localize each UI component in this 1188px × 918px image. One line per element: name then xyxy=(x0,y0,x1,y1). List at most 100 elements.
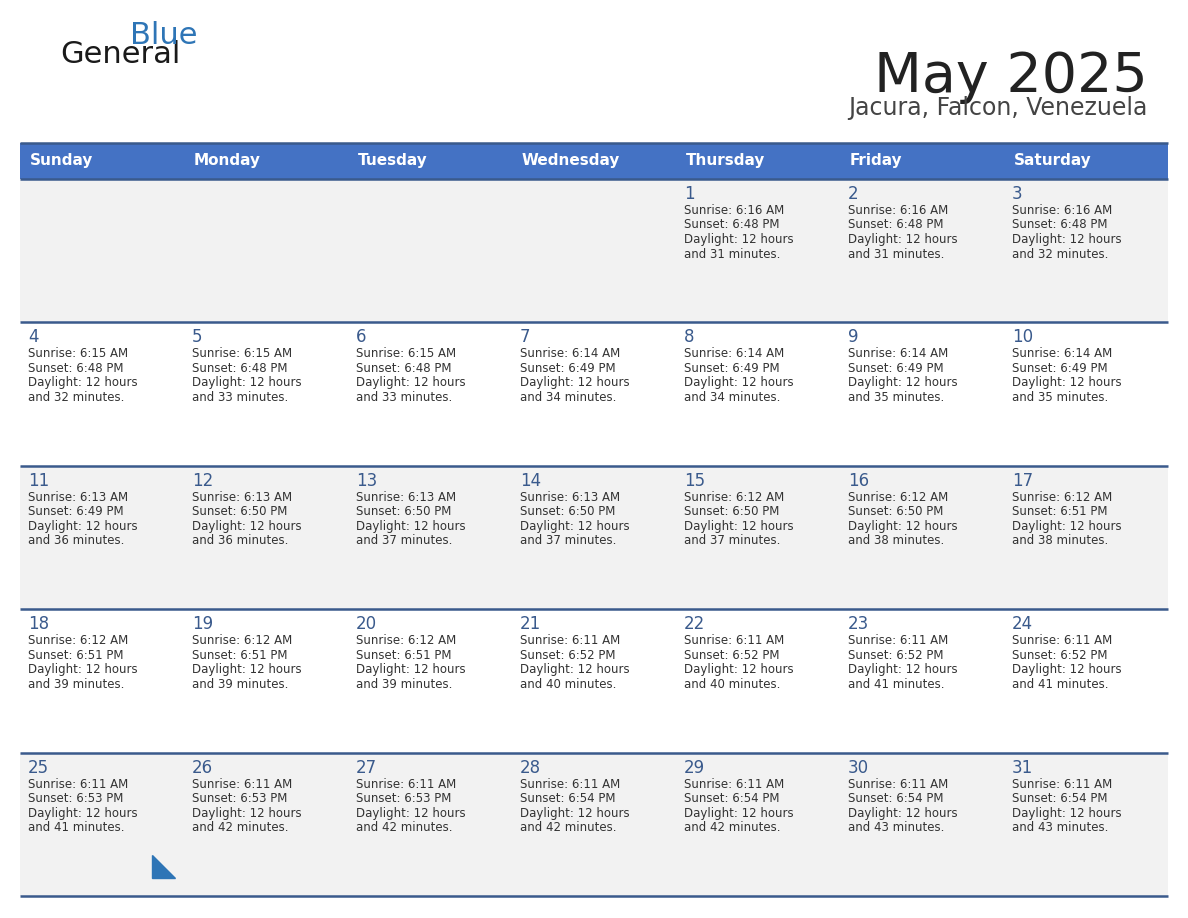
Text: and 42 minutes.: and 42 minutes. xyxy=(356,821,453,834)
Bar xyxy=(20,322,184,465)
Bar xyxy=(676,465,840,610)
Text: Sunrise: 6:11 AM: Sunrise: 6:11 AM xyxy=(684,634,784,647)
Text: 18: 18 xyxy=(29,615,49,633)
Bar xyxy=(348,610,512,753)
Text: Sunrise: 6:14 AM: Sunrise: 6:14 AM xyxy=(684,347,784,361)
Text: and 39 minutes.: and 39 minutes. xyxy=(192,677,289,690)
Text: Daylight: 12 hours: Daylight: 12 hours xyxy=(1012,376,1121,389)
Text: Sunrise: 6:13 AM: Sunrise: 6:13 AM xyxy=(520,491,620,504)
Text: 24: 24 xyxy=(1012,615,1034,633)
Text: Sunset: 6:48 PM: Sunset: 6:48 PM xyxy=(848,218,943,231)
Text: and 41 minutes.: and 41 minutes. xyxy=(1012,677,1108,690)
Text: and 40 minutes.: and 40 minutes. xyxy=(684,677,781,690)
Text: Sunset: 6:48 PM: Sunset: 6:48 PM xyxy=(192,362,287,375)
Text: Daylight: 12 hours: Daylight: 12 hours xyxy=(29,376,138,389)
Bar xyxy=(20,143,184,179)
Text: Sunset: 6:51 PM: Sunset: 6:51 PM xyxy=(356,649,451,662)
Text: Daylight: 12 hours: Daylight: 12 hours xyxy=(29,807,138,820)
Text: Wednesday: Wednesday xyxy=(522,153,620,169)
Text: and 36 minutes.: and 36 minutes. xyxy=(192,534,289,547)
Text: Sunset: 6:51 PM: Sunset: 6:51 PM xyxy=(192,649,287,662)
Text: Daylight: 12 hours: Daylight: 12 hours xyxy=(520,376,630,389)
Text: Daylight: 12 hours: Daylight: 12 hours xyxy=(684,233,794,246)
Text: Daylight: 12 hours: Daylight: 12 hours xyxy=(848,376,958,389)
Text: 12: 12 xyxy=(192,472,214,490)
Text: Sunrise: 6:11 AM: Sunrise: 6:11 AM xyxy=(1012,634,1112,647)
Text: Daylight: 12 hours: Daylight: 12 hours xyxy=(356,807,466,820)
Text: Sunset: 6:49 PM: Sunset: 6:49 PM xyxy=(29,505,124,519)
Text: 23: 23 xyxy=(848,615,870,633)
Text: Daylight: 12 hours: Daylight: 12 hours xyxy=(356,520,466,532)
Bar xyxy=(184,465,348,610)
Bar xyxy=(1004,465,1168,610)
Text: Daylight: 12 hours: Daylight: 12 hours xyxy=(356,663,466,677)
Text: and 36 minutes.: and 36 minutes. xyxy=(29,534,125,547)
Text: Sunrise: 6:11 AM: Sunrise: 6:11 AM xyxy=(1012,778,1112,790)
Bar xyxy=(676,143,840,179)
Text: Daylight: 12 hours: Daylight: 12 hours xyxy=(848,807,958,820)
Text: and 33 minutes.: and 33 minutes. xyxy=(192,391,289,404)
Text: Daylight: 12 hours: Daylight: 12 hours xyxy=(520,663,630,677)
Text: 21: 21 xyxy=(520,615,542,633)
Text: Sunset: 6:48 PM: Sunset: 6:48 PM xyxy=(356,362,451,375)
Text: Sunrise: 6:14 AM: Sunrise: 6:14 AM xyxy=(848,347,948,361)
Text: and 34 minutes.: and 34 minutes. xyxy=(520,391,617,404)
Text: Daylight: 12 hours: Daylight: 12 hours xyxy=(192,807,302,820)
Bar xyxy=(676,322,840,465)
Bar xyxy=(512,322,676,465)
Text: Daylight: 12 hours: Daylight: 12 hours xyxy=(1012,807,1121,820)
Text: Daylight: 12 hours: Daylight: 12 hours xyxy=(1012,233,1121,246)
Text: Sunset: 6:49 PM: Sunset: 6:49 PM xyxy=(684,362,779,375)
Text: 27: 27 xyxy=(356,758,377,777)
Text: and 31 minutes.: and 31 minutes. xyxy=(684,248,781,261)
Text: Sunset: 6:53 PM: Sunset: 6:53 PM xyxy=(29,792,124,805)
Text: 3: 3 xyxy=(1012,185,1023,203)
Text: Sunrise: 6:12 AM: Sunrise: 6:12 AM xyxy=(29,634,128,647)
Text: Sunrise: 6:16 AM: Sunrise: 6:16 AM xyxy=(848,204,948,217)
Text: Sunrise: 6:12 AM: Sunrise: 6:12 AM xyxy=(356,634,456,647)
Text: Sunrise: 6:11 AM: Sunrise: 6:11 AM xyxy=(520,634,620,647)
Text: Sunrise: 6:13 AM: Sunrise: 6:13 AM xyxy=(356,491,456,504)
Text: Daylight: 12 hours: Daylight: 12 hours xyxy=(29,663,138,677)
Text: and 39 minutes.: and 39 minutes. xyxy=(29,677,125,690)
Text: Sunrise: 6:13 AM: Sunrise: 6:13 AM xyxy=(29,491,128,504)
Text: Sunrise: 6:11 AM: Sunrise: 6:11 AM xyxy=(684,778,784,790)
Text: and 43 minutes.: and 43 minutes. xyxy=(1012,821,1108,834)
Text: and 42 minutes.: and 42 minutes. xyxy=(192,821,289,834)
Bar xyxy=(348,143,512,179)
Text: Sunset: 6:52 PM: Sunset: 6:52 PM xyxy=(520,649,615,662)
Text: and 33 minutes.: and 33 minutes. xyxy=(356,391,453,404)
Bar xyxy=(676,753,840,896)
Text: Sunset: 6:54 PM: Sunset: 6:54 PM xyxy=(848,792,943,805)
Text: and 43 minutes.: and 43 minutes. xyxy=(848,821,944,834)
Text: 13: 13 xyxy=(356,472,378,490)
Text: 11: 11 xyxy=(29,472,49,490)
Text: and 37 minutes.: and 37 minutes. xyxy=(684,534,781,547)
Text: and 42 minutes.: and 42 minutes. xyxy=(684,821,781,834)
Text: Daylight: 12 hours: Daylight: 12 hours xyxy=(684,376,794,389)
Text: and 37 minutes.: and 37 minutes. xyxy=(520,534,617,547)
Text: 1: 1 xyxy=(684,185,695,203)
Text: Sunrise: 6:12 AM: Sunrise: 6:12 AM xyxy=(192,634,292,647)
Text: Sunrise: 6:14 AM: Sunrise: 6:14 AM xyxy=(1012,347,1112,361)
Text: Sunrise: 6:11 AM: Sunrise: 6:11 AM xyxy=(520,778,620,790)
Text: Sunrise: 6:12 AM: Sunrise: 6:12 AM xyxy=(1012,491,1112,504)
Text: Sunset: 6:50 PM: Sunset: 6:50 PM xyxy=(356,505,451,519)
Text: 29: 29 xyxy=(684,758,706,777)
Text: and 42 minutes.: and 42 minutes. xyxy=(520,821,617,834)
Text: Daylight: 12 hours: Daylight: 12 hours xyxy=(848,233,958,246)
Bar xyxy=(1004,610,1168,753)
Bar xyxy=(348,322,512,465)
Bar xyxy=(512,143,676,179)
Text: Sunset: 6:50 PM: Sunset: 6:50 PM xyxy=(684,505,779,519)
Text: Sunrise: 6:15 AM: Sunrise: 6:15 AM xyxy=(29,347,128,361)
Text: Sunrise: 6:14 AM: Sunrise: 6:14 AM xyxy=(520,347,620,361)
Text: Sunset: 6:49 PM: Sunset: 6:49 PM xyxy=(848,362,943,375)
Text: 26: 26 xyxy=(192,758,213,777)
Bar xyxy=(1004,322,1168,465)
Bar xyxy=(184,610,348,753)
Text: Sunset: 6:52 PM: Sunset: 6:52 PM xyxy=(684,649,779,662)
Text: Sunset: 6:48 PM: Sunset: 6:48 PM xyxy=(29,362,124,375)
Text: Sunset: 6:52 PM: Sunset: 6:52 PM xyxy=(848,649,943,662)
Text: and 35 minutes.: and 35 minutes. xyxy=(848,391,944,404)
